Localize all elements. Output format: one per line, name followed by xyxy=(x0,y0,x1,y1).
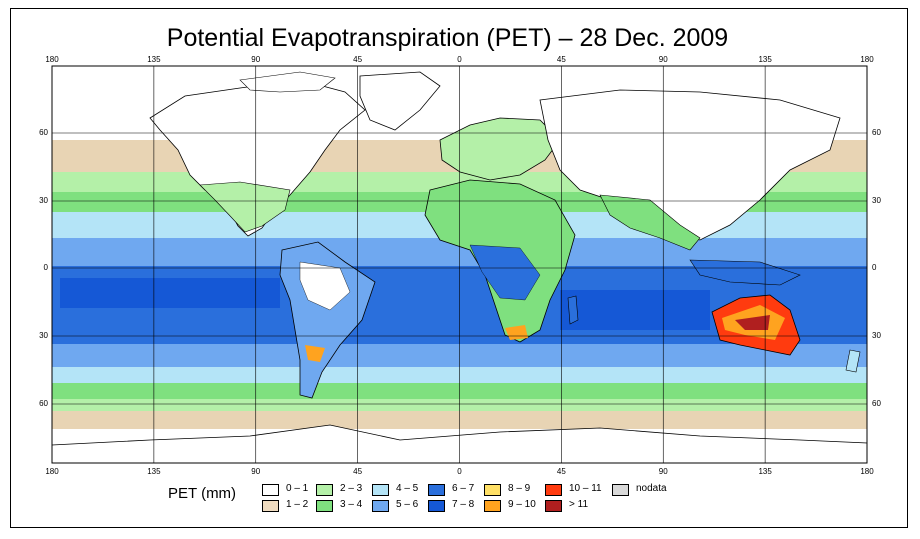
left-lat-label: 30 xyxy=(39,331,48,340)
land-indonesia xyxy=(689,259,801,286)
left-lat-label: 0 xyxy=(43,263,48,272)
right-lat-label: 60 xyxy=(872,399,881,408)
bottom-lon-label: 45 xyxy=(353,467,363,476)
legend-label: 0 – 1 xyxy=(286,483,309,494)
patch-equatorial-dark-pacific xyxy=(60,278,280,308)
legend-label: > 11 xyxy=(569,499,588,510)
legend-label: 1 – 2 xyxy=(286,499,309,510)
left-lat-label: 60 xyxy=(39,128,48,137)
legend-swatch xyxy=(372,484,389,496)
bottom-lon-label: 180 xyxy=(45,467,59,476)
land-greenland xyxy=(359,71,441,131)
legend-swatch xyxy=(612,484,629,496)
bottom-lon-label: 90 xyxy=(658,467,668,476)
land-arctic-islands xyxy=(239,71,336,93)
legend-swatch xyxy=(545,484,562,496)
bottom-lon-label: 90 xyxy=(251,467,261,476)
left-lat-label: 30 xyxy=(39,196,48,205)
legend-title: PET (mm) xyxy=(168,485,237,502)
left-lat-label: 60 xyxy=(39,399,48,408)
legend-swatch xyxy=(372,500,389,512)
patch-equatorial-dark-indian xyxy=(560,290,710,330)
legend-label: 3 – 4 xyxy=(340,499,363,510)
top-lon-label: 135 xyxy=(758,55,772,64)
legend-label: 6 – 7 xyxy=(452,483,475,494)
top-lon-label: 45 xyxy=(556,55,566,64)
legend-label: 2 – 3 xyxy=(340,483,363,494)
legend-label: 5 – 6 xyxy=(396,499,419,510)
legend-swatch xyxy=(545,500,562,512)
legend-label: 4 – 5 xyxy=(396,483,419,494)
land-usa-green xyxy=(199,181,291,233)
legend-label: nodata xyxy=(636,483,667,494)
legend-swatch xyxy=(262,500,279,512)
legend-swatch xyxy=(428,484,445,496)
figure-frame xyxy=(10,8,908,528)
right-lat-label: 30 xyxy=(872,331,881,340)
top-lon-label: 180 xyxy=(860,55,874,64)
legend-label: 9 – 10 xyxy=(508,499,536,510)
top-lon-label: 90 xyxy=(658,55,668,64)
top-lon-label: 45 xyxy=(353,55,363,64)
right-lat-label: 30 xyxy=(872,196,881,205)
legend-swatch xyxy=(262,484,279,496)
legend-swatch xyxy=(316,484,333,496)
top-lon-label: 0 xyxy=(457,55,462,64)
land-madagascar xyxy=(567,295,579,325)
graticule xyxy=(52,66,867,463)
legend-label: 7 – 8 xyxy=(452,499,475,510)
land-south-asia-green xyxy=(599,194,701,251)
land-australia-hot-core xyxy=(735,315,770,330)
bottom-lon-label: 0 xyxy=(457,467,462,476)
land-europe xyxy=(439,117,561,181)
bottom-lon-label: 180 xyxy=(860,467,874,476)
legend-swatch xyxy=(484,500,501,512)
bottom-lon-label: 135 xyxy=(758,467,772,476)
legend-swatch xyxy=(484,484,501,496)
legend-swatch xyxy=(428,500,445,512)
land-argentina-warm xyxy=(305,345,325,362)
map-title: Potential Evapotranspiration (PET) – 28 … xyxy=(166,24,729,52)
bottom-lon-label: 135 xyxy=(147,467,161,476)
right-lat-label: 0 xyxy=(872,263,877,272)
legend-label: 10 – 11 xyxy=(569,483,602,494)
bottom-lon-label: 45 xyxy=(556,467,566,476)
top-lon-label: 135 xyxy=(147,55,161,64)
land-africa-central-blue xyxy=(469,244,541,301)
legend-swatch xyxy=(316,500,333,512)
land-new-zealand xyxy=(845,349,861,373)
right-lat-label: 60 xyxy=(872,128,881,137)
legend-label: 8 – 9 xyxy=(508,483,531,494)
top-lon-label: 180 xyxy=(45,55,59,64)
top-lon-label: 90 xyxy=(251,55,261,64)
